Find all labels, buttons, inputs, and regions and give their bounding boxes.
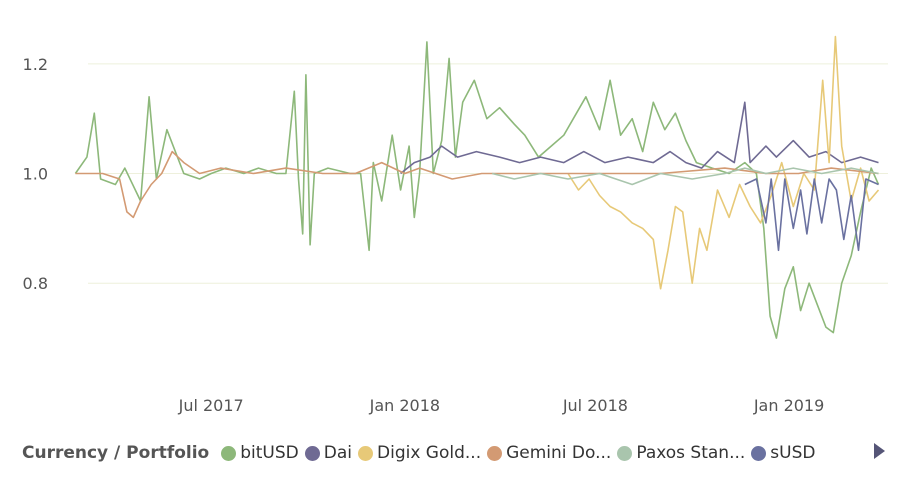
legend-item-dai[interactable]: Dai	[304, 443, 352, 463]
series-line-paxos-stan	[492, 167, 879, 186]
legend-item-bitusd[interactable]: bitUSD	[221, 443, 299, 463]
line-chart: 0.8 1.0 1.2 Jul 2017 Jan 2018 Jul 2018 Jan 20…	[23, 35, 888, 415]
legend-item-susd[interactable]: sUSD	[751, 443, 815, 463]
y-tick-label: 0.8	[23, 274, 48, 293]
legend-item-label: Digix Gold...	[377, 443, 482, 463]
legend-item-paxos-standard[interactable]: Paxos Stan...	[617, 443, 745, 463]
legend-item-label: Gemini Do...	[506, 443, 612, 463]
legend-dot-icon	[617, 445, 633, 461]
legend-item-label: Dai	[323, 443, 352, 463]
x-tick-label: Jul 2017	[178, 396, 244, 415]
legend-item-label: Paxos Stan...	[636, 443, 746, 463]
series-line-digix-gold	[567, 35, 880, 290]
legend-next-page-icon[interactable]	[874, 443, 885, 459]
x-tick-label: Jul 2018	[562, 396, 628, 415]
series-line-gemini-do	[75, 150, 879, 219]
legend-item-label: bitUSD	[240, 443, 299, 463]
legend-dot-icon	[358, 445, 373, 461]
y-axis: 0.8 1.0 1.2	[23, 55, 48, 293]
x-axis: Jul 2017 Jan 2018 Jul 2018 Jan 2019	[178, 396, 825, 415]
legend-dot-icon	[751, 445, 767, 461]
legend-title: Currency / Portfolio	[22, 443, 210, 463]
legend: Currency / Portfolio bitUSD Dai Digix Go…	[22, 438, 821, 468]
legend-item-gemini-dollar[interactable]: Gemini Do...	[487, 443, 611, 463]
x-tick-label: Jan 2019	[753, 396, 824, 415]
legend-dot-icon	[487, 445, 503, 461]
x-tick-label: Jan 2018	[369, 396, 440, 415]
series-lines	[74, 35, 880, 339]
legend-item-digix-gold[interactable]: Digix Gold...	[358, 443, 481, 463]
legend-dot-icon	[304, 445, 320, 461]
series-line-dai	[400, 101, 879, 175]
legend-dot-icon	[221, 445, 237, 461]
y-tick-label: 1.2	[23, 55, 48, 74]
y-tick-label: 1.0	[23, 165, 48, 184]
series-line-susd	[744, 178, 879, 252]
legend-item-label: sUSD	[770, 443, 816, 463]
